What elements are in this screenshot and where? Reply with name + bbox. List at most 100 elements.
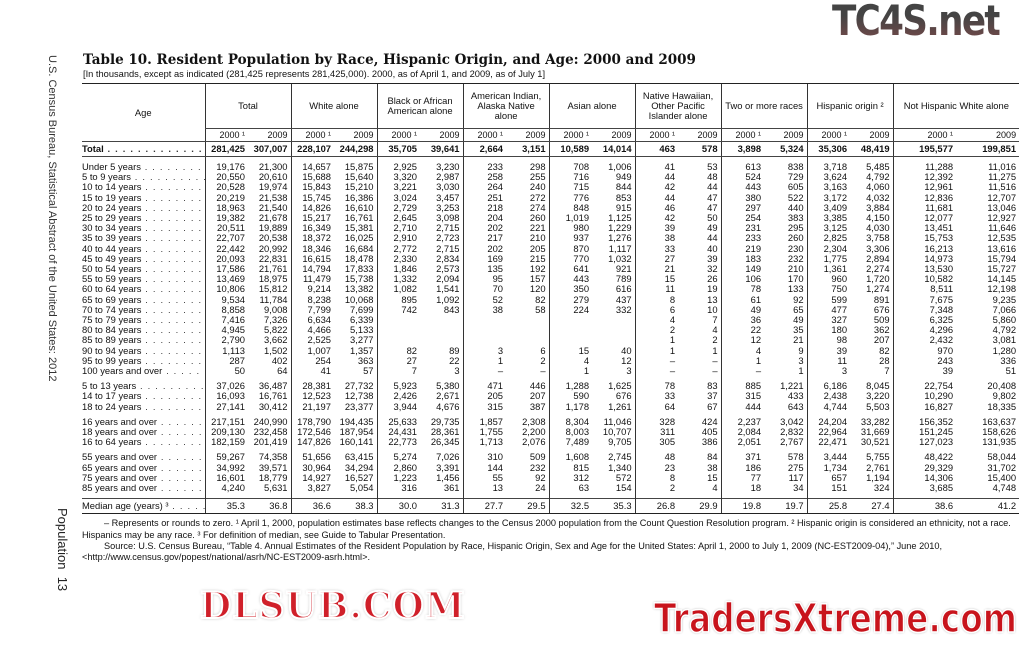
table-cell: 921 (615, 264, 632, 275)
table-cell: 156,352 (892, 416, 957, 428)
table-cell: 22,773 (376, 437, 421, 448)
table-cell: 15 (634, 274, 679, 285)
age-label: 75 to 79 years (82, 315, 142, 326)
table-cell: 233 (462, 162, 507, 173)
table-cell: 3,444 (806, 452, 851, 463)
row-label: 16 years and over . . . . . . . . . . . … (82, 417, 205, 427)
table-cell: 187,954 (339, 427, 374, 438)
table-cell: 207 (873, 335, 890, 346)
table-cell: 35 (793, 325, 804, 336)
table-cell: 18,335 (987, 401, 1017, 412)
table-cell: 715 (548, 182, 593, 193)
table-cell: 1,857 (462, 416, 507, 428)
table-cell: 11,046 (603, 416, 632, 427)
table-cell: 19.8 (720, 498, 765, 515)
table-cell: 4,744 (806, 401, 851, 412)
table-cell: 11,016 (988, 162, 1017, 172)
table-cell: 202 (462, 223, 507, 234)
table-cell: 47 (707, 202, 718, 213)
table-cell: 260 (529, 213, 546, 224)
row-spacer (82, 376, 1019, 382)
dot-leader: . . . . . . . . . . . . . . . . . . . . … (134, 172, 205, 183)
table-cell: 1,361 (806, 264, 851, 275)
table-cell: 10,589 (548, 141, 593, 157)
row-label: 5 to 9 years . . . . . . . . . . . . . .… (82, 172, 205, 182)
table-cell: 2,767 (780, 437, 804, 448)
table-cell: 16,349 (290, 223, 334, 234)
row-spacer (82, 493, 1019, 499)
table-cell: 12,836 (892, 192, 957, 203)
age-label: 14 to 17 years (82, 391, 142, 402)
table-cell: 2,237 (720, 416, 765, 428)
table-cell: 1 (548, 366, 593, 377)
column-header-group: American Indian, Alaska Native alone (462, 83, 550, 129)
watermark-logo-bottom: TradersXtreme.com (653, 595, 1017, 643)
table-cell: 5,923 (376, 381, 421, 392)
table-cell: 209,130 (204, 427, 248, 438)
table-cell: 281,425 (204, 141, 248, 157)
table-cell: 15 (548, 345, 593, 356)
table-cell: 205 (529, 243, 546, 254)
dot-leader: . . . . . . . . . . . . . . . . . . . . … (160, 427, 205, 438)
table-cell: 5,133 (350, 325, 374, 336)
table-cell: 424 (701, 416, 718, 427)
table-row: 50 to 54 years . . . . . . . . . . . . .… (82, 264, 1019, 275)
table-cell: 21,540 (258, 202, 288, 213)
table-cell (506, 335, 549, 345)
table-cell: 21,300 (258, 162, 288, 172)
age-label: 55 years and over (82, 452, 158, 463)
table-cell: 22,831 (258, 253, 288, 264)
table-cell: 224 (548, 304, 593, 316)
table-cell: 708 (548, 162, 593, 173)
dot-leader: . . . . . . . . . . . . . . . . . . . . … (145, 391, 205, 402)
table-cell: 305 (634, 437, 679, 448)
row-label: 70 to 74 years . . . . . . . . . . . . .… (82, 305, 205, 315)
table-cell: 7 (376, 366, 421, 377)
dot-leader: . . . . . . . . . . . . . . . . . . . . … (145, 315, 205, 326)
table-cell: 65 (793, 304, 804, 315)
dot-leader: . . . . . . . . . . . . . . . . . . . . … (145, 182, 205, 193)
table-cell: 509 (873, 315, 890, 326)
table-cell: 18,779 (258, 472, 288, 483)
table-cell: 14,973 (892, 253, 957, 265)
table-cell: 1,113 (204, 345, 248, 356)
table-cell: 133 (787, 284, 804, 295)
table-cell: 40 (707, 243, 718, 254)
table-cell: 218 (462, 202, 507, 214)
table-cell: 8 (634, 294, 679, 305)
table-cell: 38 (707, 462, 718, 473)
table-cell: 21 (793, 335, 804, 346)
table-cell: 6,325 (892, 315, 957, 326)
table-cell: – (712, 355, 718, 366)
table-cell: 960 (806, 274, 851, 285)
table-cell: 240 (529, 182, 546, 193)
row-label: 18 to 24 years . . . . . . . . . . . . .… (82, 402, 205, 412)
row-label: 85 years and over . . . . . . . . . . . … (82, 483, 205, 493)
table-cell: 2,051 (720, 437, 765, 448)
table-cell: 8,858 (204, 304, 248, 316)
table-cell: 16,601 (204, 472, 248, 484)
dot-leader: . . . . . . . . . . . . . . . . . . . . … (107, 143, 206, 154)
table-cell: 10,707 (602, 427, 632, 438)
table-cell: 38.6 (892, 498, 957, 515)
table-row: 20 to 24 years . . . . . . . . . . . . .… (82, 202, 1019, 214)
table-cell: 19,974 (258, 182, 288, 193)
table-cell: 20,610 (258, 172, 288, 183)
table-cell: 178,790 (290, 416, 334, 428)
age-label: Total (82, 143, 104, 154)
table-cell: 230 (787, 243, 804, 254)
table-cell: 1,117 (608, 243, 632, 254)
table-cell: 95 (462, 274, 507, 285)
table-cell: 30,412 (258, 401, 288, 412)
table-cell: 70 (462, 284, 507, 295)
table-row: 55 years and over . . . . . . . . . . . … (82, 452, 1019, 463)
table-cell: 17,586 (204, 264, 248, 275)
table-cell: 154 (615, 483, 632, 494)
dot-leader: . . . . . . . . . . . . . . . . . . . . … (145, 264, 205, 275)
table-cell: 9,008 (264, 304, 288, 315)
year-2000-header: 2000 ¹ (892, 128, 957, 142)
table-cell: 13,451 (892, 223, 957, 234)
table-cell: 20,408 (987, 381, 1017, 392)
table-cell: 815 (548, 462, 593, 473)
table-cell: 44 (634, 192, 679, 203)
